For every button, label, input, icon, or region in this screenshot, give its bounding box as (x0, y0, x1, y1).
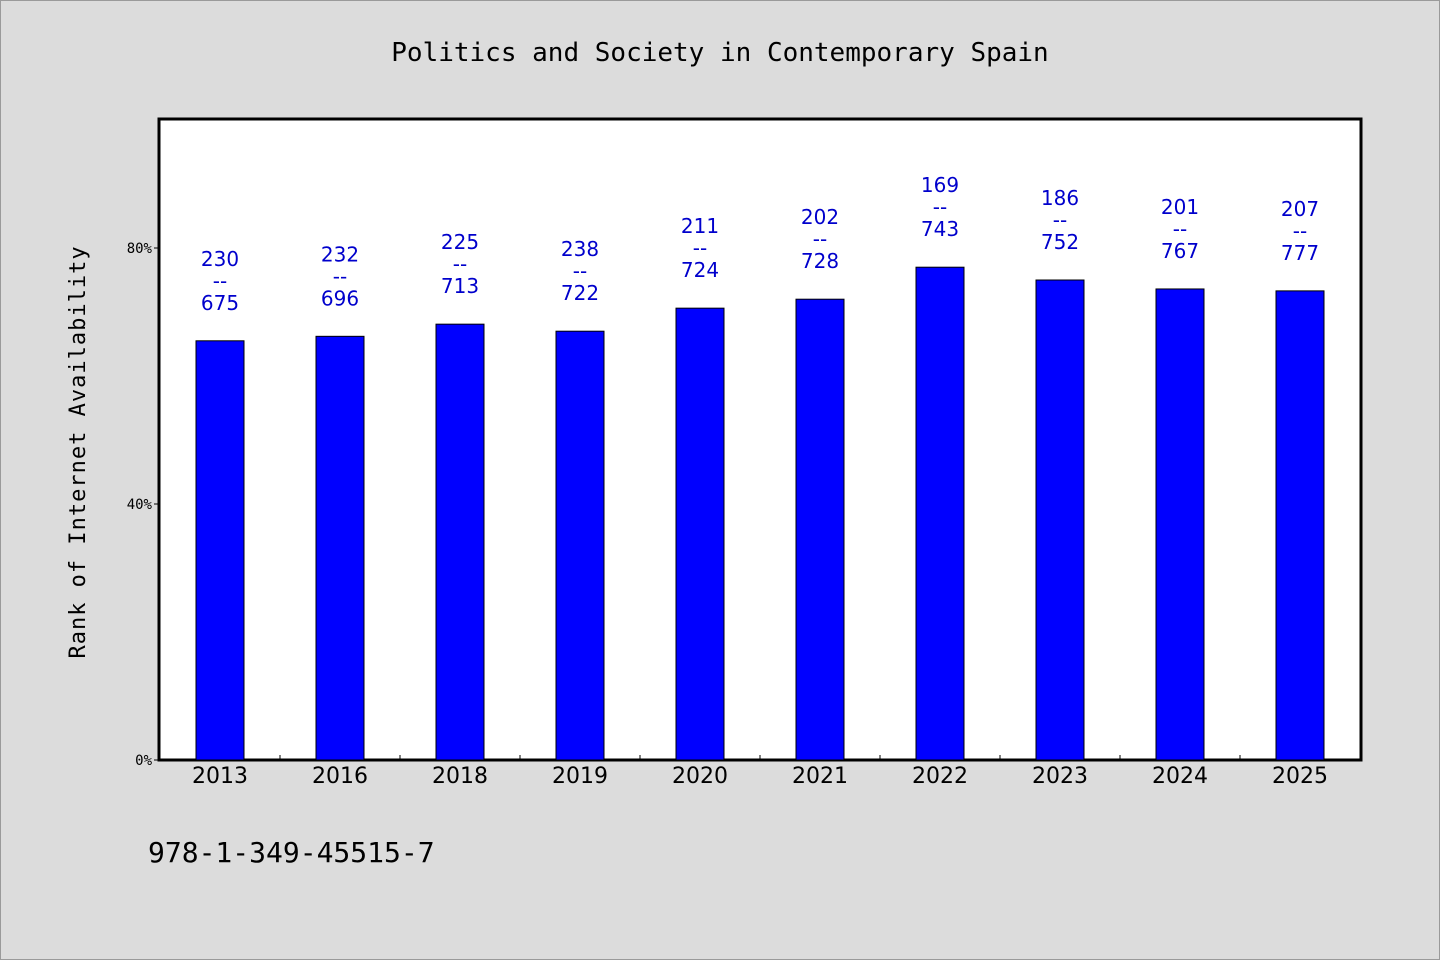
bar-2021 (795, 298, 845, 761)
x-tick-label: 2016 (312, 764, 368, 789)
bar-data-label-line: -- (693, 236, 707, 260)
bar-data-label-line: -- (1293, 219, 1307, 243)
x-tick-label: 2024 (1152, 764, 1208, 789)
bar-data-label: 207 --777 (1281, 197, 1319, 265)
bar-data-label-line: -- (1173, 217, 1187, 241)
bar-data-label-line: 202 (801, 205, 839, 229)
bar-data-label-line: 238 (561, 237, 599, 261)
bar-data-label-line: -- (333, 264, 347, 288)
bar-data-label: 201 --767 (1161, 195, 1199, 263)
bar-data-label: 211 --724 (681, 214, 719, 282)
bar-data-label-line: 743 (921, 217, 959, 241)
bar-data-label-line: 696 (321, 286, 359, 310)
bar-data-label-line: 752 (1041, 230, 1079, 254)
x-tick-label: 2019 (552, 764, 608, 789)
x-tick-label: 2013 (192, 764, 248, 789)
bar-data-label-line: 777 (1281, 241, 1319, 265)
y-tick-label: 40% (127, 497, 153, 513)
bar-data-label: 238 --722 (561, 237, 599, 305)
bar-data-label-line: -- (453, 252, 467, 276)
bar-2019 (555, 330, 605, 761)
y-tick-label: 0% (135, 753, 152, 769)
y-tick-label: 80% (127, 241, 153, 257)
bar-2018 (435, 323, 485, 761)
x-tick-label: 2021 (792, 764, 848, 789)
bar-data-label-line: 767 (1161, 239, 1199, 263)
bar-data-label-line: 211 (681, 214, 719, 238)
bar-2024 (1155, 288, 1205, 761)
bar-data-label-line: 230 (201, 247, 239, 271)
bar-data-label-line: 201 (1161, 195, 1199, 219)
bar-data-label: 225 --713 (441, 230, 479, 298)
x-tick-label: 2023 (1032, 764, 1088, 789)
isbn-footer: 978-1-349-45515-7 (148, 836, 435, 869)
bar-2022 (915, 266, 965, 761)
bars-group (195, 266, 1325, 761)
chart-title: Politics and Society in Contemporary Spa… (391, 38, 1048, 68)
bar-data-label-line: -- (933, 195, 947, 219)
bar-data-label: 186 --752 (1041, 186, 1079, 254)
bar-data-label-line: 186 (1041, 186, 1079, 210)
bar-data-label-line: 724 (681, 258, 719, 282)
x-tick-label: 2022 (912, 764, 968, 789)
y-axis-label: Rank of Internet Availability (66, 245, 91, 658)
x-tick-label: 2025 (1272, 764, 1328, 789)
bar-2020 (675, 307, 725, 761)
bar-2016 (315, 335, 365, 761)
bar-data-label-line: 713 (441, 274, 479, 298)
x-axis: 2013 2016 2018 2019 2020 2021 2022 2023 2024 2025 (192, 755, 1328, 789)
bar-data-label: 169 --743 (921, 173, 959, 241)
bar-data-label-line: 225 (441, 230, 479, 254)
bar-data-label-line: 232 (321, 242, 359, 266)
bar-data-label: 202 --728 (801, 205, 839, 273)
bar-data-label-line: 675 (201, 291, 239, 315)
bar-data-label: 230 --675 (201, 247, 239, 315)
bar-data-label-line: -- (573, 259, 587, 283)
bar-2023 (1035, 279, 1085, 761)
bar-data-label-line: 722 (561, 281, 599, 305)
bar-2013 (195, 340, 245, 761)
bar-data-label-line: -- (813, 227, 827, 251)
x-tick-label: 2020 (672, 764, 728, 789)
bar-data-label: 232 --696 (321, 242, 359, 310)
bar-2025 (1275, 290, 1325, 761)
y-axis: 0% 40% 80% (127, 241, 160, 769)
bar-data-label-line: -- (213, 269, 227, 293)
x-tick-label: 2018 (432, 764, 488, 789)
bar-data-label-line: 728 (801, 249, 839, 273)
bar-data-label-line: -- (1053, 208, 1067, 232)
bar-data-label-line: 207 (1281, 197, 1319, 221)
bar-data-label-line: 169 (921, 173, 959, 197)
